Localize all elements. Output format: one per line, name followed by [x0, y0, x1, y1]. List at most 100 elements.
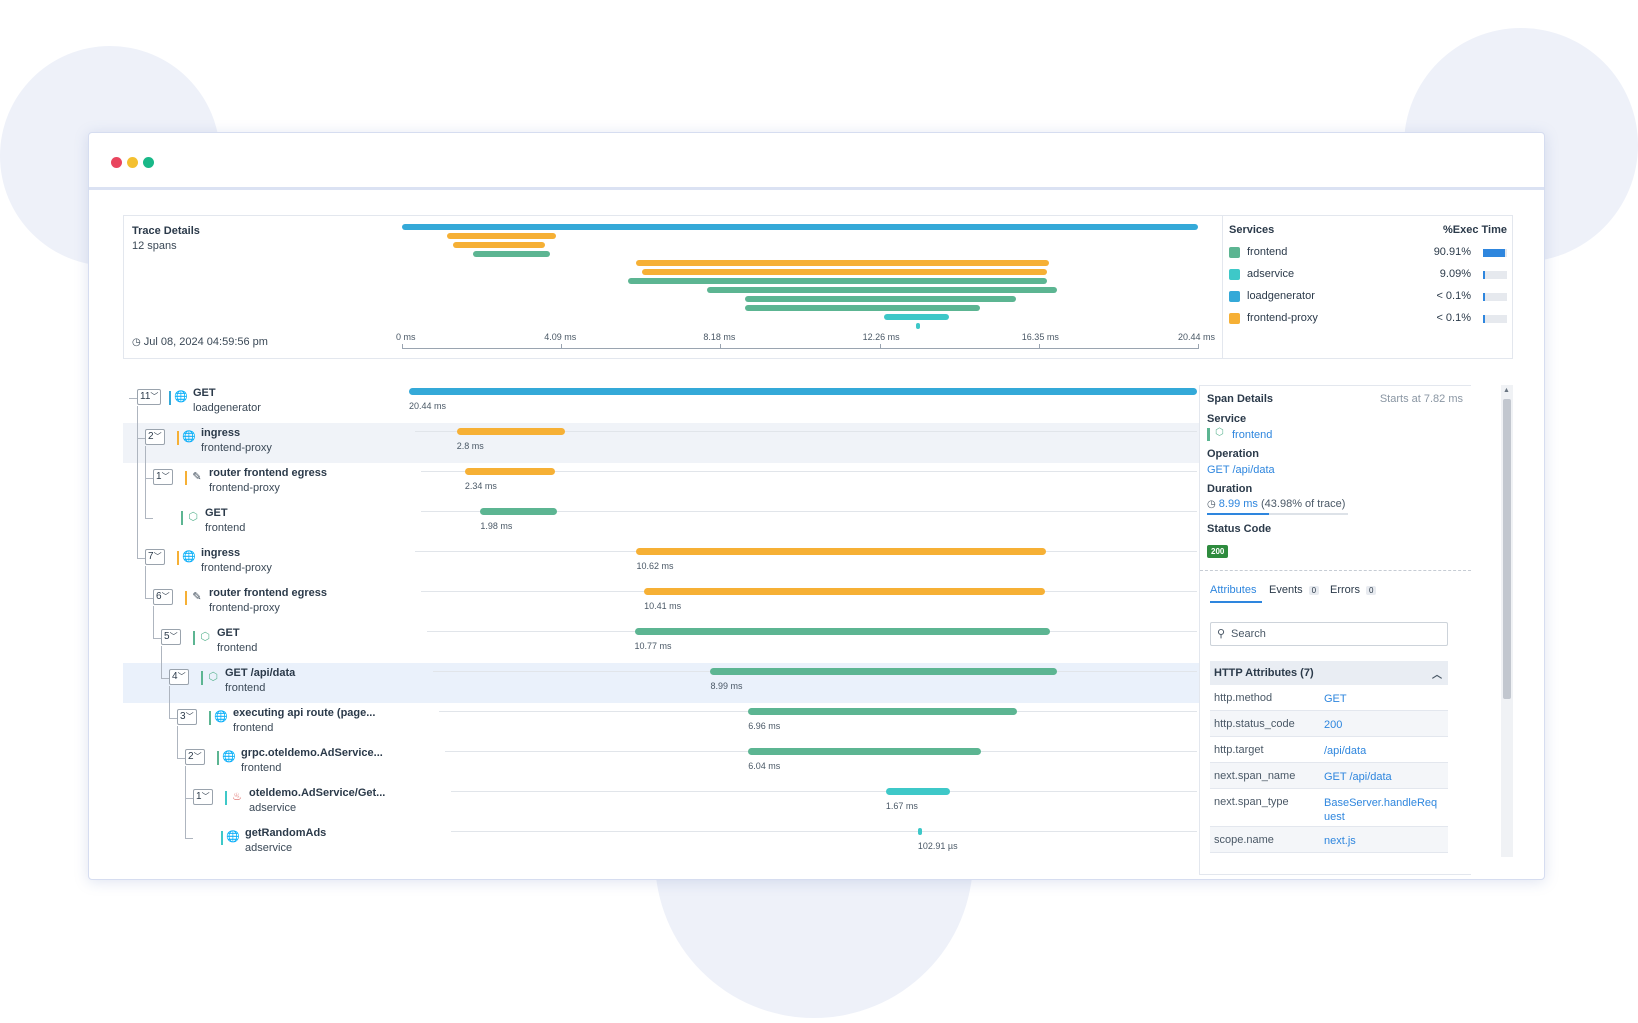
span-duration-label: 6.96 ms — [748, 721, 781, 731]
span-operation: oteldemo.AdService/Get... — [249, 787, 386, 799]
chevron-down-icon[interactable]: ﹀ — [177, 672, 186, 681]
scrollbar-thumb[interactable] — [1503, 399, 1511, 699]
chevron-down-icon[interactable]: ﹀ — [185, 712, 194, 721]
service-row[interactable]: loadgenerator < 0.1% — [1229, 289, 1507, 305]
details-scrollbar[interactable]: ▲ — [1501, 385, 1513, 857]
minimap-axis — [402, 348, 1198, 349]
collapse-toggle[interactable]: 1﹀ — [153, 469, 173, 485]
service-name: frontend — [1247, 246, 1288, 258]
trace-minimap[interactable]: 0 ms 4.09 ms 8.18 ms 12.26 ms 16.35 ms 20.44 … — [396, 216, 1222, 360]
span-operation: GET — [205, 507, 228, 519]
minimap-axis-tick — [879, 344, 881, 349]
span-row[interactable]: 5﹀ ⬡ GET frontend 10.77 ms — [123, 623, 1199, 663]
tree-connector — [185, 798, 193, 799]
service-exec-bar-fill — [1483, 249, 1505, 257]
chevron-down-icon[interactable]: ﹀ — [201, 792, 210, 801]
attribute-value[interactable]: next.js — [1324, 835, 1356, 847]
chevron-down-icon[interactable]: ﹀ — [161, 592, 170, 601]
search-input[interactable] — [1231, 623, 1441, 645]
services-header: Services — [1229, 224, 1275, 236]
span-operation: GET — [193, 387, 216, 399]
child-count: 1 — [196, 791, 202, 802]
attribute-key: next.span_name — [1214, 770, 1296, 782]
collapse-toggle[interactable]: 2﹀ — [185, 749, 205, 765]
chevron-down-icon[interactable]: ﹀ — [153, 552, 162, 561]
globe-icon: 🌐 — [182, 431, 196, 443]
tree-connector — [169, 718, 177, 719]
window-minimize-dot[interactable] — [127, 157, 138, 168]
span-row[interactable]: 3﹀ 🌐 executing api route (page... frontend 6… — [123, 703, 1199, 743]
window-maximize-dot[interactable] — [143, 157, 154, 168]
chevron-up-icon[interactable]: ︿ — [1432, 670, 1442, 681]
span-row[interactable]: 1﹀ ♨ oteldemo.AdService/Get... adservice 1.6… — [123, 783, 1199, 823]
collapse-toggle[interactable]: 1﹀ — [193, 789, 213, 805]
span-duration-bar[interactable] — [636, 548, 1046, 555]
minimap-span-bar — [472, 251, 550, 257]
span-duration-bar[interactable] — [748, 748, 982, 755]
span-duration-bar[interactable] — [409, 388, 1197, 395]
service-row[interactable]: frontend-proxy < 0.1% — [1229, 311, 1507, 327]
operation-value-link[interactable]: GET /api/data — [1207, 464, 1275, 476]
attribute-value[interactable]: BaseServer.handleRequest — [1324, 797, 1438, 823]
tree-connector — [177, 758, 185, 759]
span-duration-bar[interactable] — [480, 508, 557, 515]
collapse-toggle[interactable]: 7﹀ — [145, 549, 165, 565]
attribute-value[interactable]: 200 — [1324, 719, 1343, 731]
service-value-link[interactable]: frontend — [1232, 429, 1273, 441]
span-duration-bar[interactable] — [917, 828, 922, 835]
service-row[interactable]: adservice 9.09% — [1229, 267, 1507, 283]
service-row[interactable]: frontend 90.91% — [1229, 245, 1507, 261]
collapse-toggle[interactable]: 5﹀ — [161, 629, 181, 645]
span-row[interactable]: 7﹀ 🌐 ingress frontend-proxy 10.62 ms — [123, 543, 1199, 583]
tab-attributes-label: Attributes — [1210, 584, 1257, 596]
tree-connector — [185, 766, 186, 838]
minimap-span-bar — [744, 305, 980, 311]
attribute-value[interactable]: GET — [1324, 693, 1347, 705]
span-row[interactable]: 🌐 getRandomAds adservice 102.91 µs — [123, 823, 1199, 863]
chevron-down-icon[interactable]: ﹀ — [161, 472, 170, 481]
span-duration-bar[interactable] — [885, 788, 951, 795]
span-duration-bar[interactable] — [464, 468, 556, 475]
span-duration-bar[interactable] — [456, 428, 565, 435]
scroll-up-icon[interactable]: ▲ — [1503, 387, 1510, 394]
attribute-row: http.status_code 200 — [1210, 711, 1448, 737]
minimap-axis-label: 16.35 ms — [1021, 332, 1059, 342]
span-row[interactable]: 6﹀ ✎ router frontend egress frontend-proxy 1… — [123, 583, 1199, 623]
collapse-toggle[interactable]: 2﹀ — [145, 429, 165, 445]
span-details-title: Span Details — [1207, 393, 1274, 405]
collapse-toggle[interactable]: 4﹀ — [169, 669, 189, 685]
http-attributes-header[interactable]: HTTP Attributes (7) ︿ — [1210, 661, 1448, 685]
span-duration-bar[interactable] — [644, 588, 1046, 595]
collapse-toggle[interactable]: 11﹀ — [137, 389, 162, 405]
minimap-span-bar — [402, 224, 1198, 230]
span-operation: executing api route (page... — [233, 707, 376, 719]
span-row[interactable]: ⬡ GET frontend 1.98 ms — [123, 503, 1199, 543]
tab-attributes[interactable]: Attributes — [1210, 584, 1256, 596]
chevron-down-icon[interactable]: ﹀ — [193, 752, 202, 761]
span-duration-bar[interactable] — [710, 668, 1058, 675]
service-color-mark — [193, 631, 195, 645]
tab-events[interactable]: Events 0 — [1269, 584, 1320, 596]
chevron-down-icon[interactable]: ﹀ — [150, 392, 159, 401]
span-duration-bar[interactable] — [748, 708, 1017, 715]
trace-summary-panel: Trace Details 12 spans ◷ Jul 08, 2024 04… — [123, 215, 1513, 359]
window-close-dot[interactable] — [111, 157, 122, 168]
child-count: 5 — [164, 631, 170, 642]
attribute-value[interactable]: GET /api/data — [1324, 771, 1392, 783]
timeline-guide — [451, 831, 1197, 832]
collapse-toggle[interactable]: 3﹀ — [177, 709, 197, 725]
span-service: frontend — [241, 762, 282, 774]
tree-connector — [145, 446, 146, 518]
span-row[interactable]: 2﹀ 🌐 ingress frontend-proxy 2.8 ms — [123, 423, 1199, 463]
tab-errors[interactable]: Errors 0 — [1330, 584, 1377, 596]
span-row[interactable]: 11﹀ 🌐 GET loadgenerator 20.44 ms — [123, 383, 1199, 423]
collapse-toggle[interactable]: 6﹀ — [153, 589, 173, 605]
chevron-down-icon[interactable]: ﹀ — [169, 632, 178, 641]
attribute-row: next.span_type BaseServer.handleRequest — [1210, 789, 1448, 827]
span-row[interactable]: 4﹀ ⬡ GET /api/data frontend 8.99 ms — [123, 663, 1199, 703]
chevron-down-icon[interactable]: ﹀ — [153, 432, 162, 441]
attribute-value[interactable]: /api/data — [1324, 745, 1367, 757]
span-row[interactable]: 1﹀ ✎ router frontend egress frontend-proxy 2… — [123, 463, 1199, 503]
span-duration-bar[interactable] — [634, 628, 1050, 635]
span-row[interactable]: 2﹀ 🌐 grpc.oteldemo.AdService... frontend 6.0… — [123, 743, 1199, 783]
